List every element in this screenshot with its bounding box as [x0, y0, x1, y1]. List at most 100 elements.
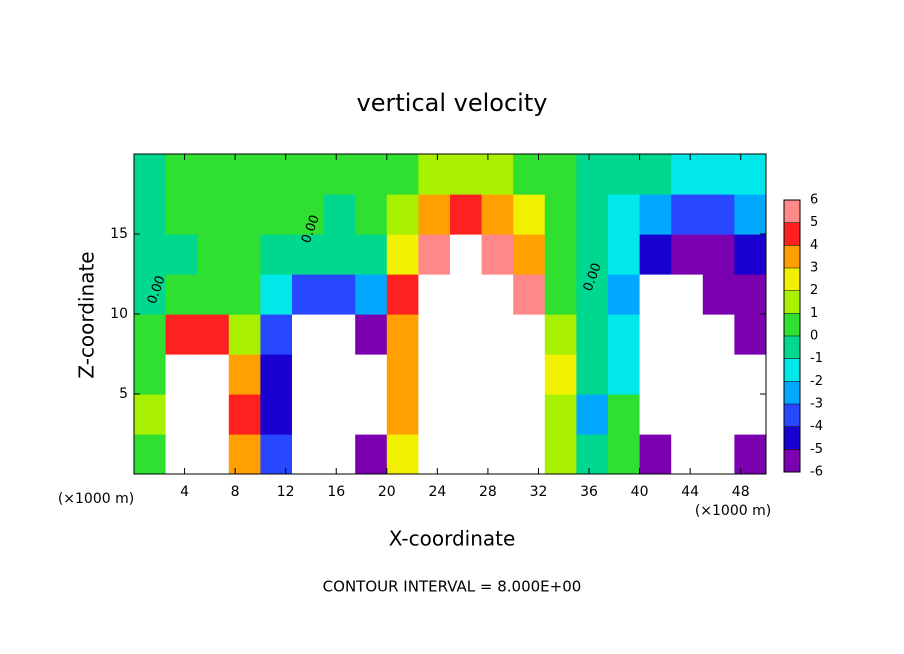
heat-cell [481, 234, 514, 275]
heat-cell [734, 354, 766, 395]
heat-cell [544, 154, 577, 195]
heat-cell [576, 234, 609, 275]
heat-cell [260, 434, 293, 474]
colorbar-label: -4 [810, 419, 823, 434]
heat-cell [134, 194, 167, 235]
heat-cell [576, 434, 609, 474]
heat-cell [197, 314, 230, 355]
heat-cell [608, 274, 641, 315]
heat-cell [386, 194, 419, 235]
x-tick-label: 44 [681, 484, 699, 500]
heat-cell [418, 194, 451, 235]
heat-cell [260, 274, 293, 315]
heat-cell [418, 394, 451, 435]
heat-cell [639, 154, 672, 195]
heat-cell [513, 154, 546, 195]
heat-cell [702, 274, 735, 315]
heat-cell [292, 314, 325, 355]
heat-cell [165, 154, 198, 195]
heat-cell [513, 194, 546, 235]
heat-cell [355, 314, 388, 355]
heat-cell [513, 314, 546, 355]
colorbar-swatch [784, 222, 800, 246]
heat-cell [481, 194, 514, 235]
colorbar-label: 2 [810, 283, 818, 298]
heat-cell [734, 274, 766, 315]
heat-cell [418, 274, 451, 315]
heat-cell [228, 154, 261, 195]
heat-cell [418, 354, 451, 395]
x-tick-label: 32 [530, 484, 548, 500]
heat-cell [165, 354, 198, 395]
heat-cell [197, 354, 230, 395]
heat-cell [134, 434, 167, 474]
heat-cell [639, 394, 672, 435]
heat-cell [734, 394, 766, 435]
heat-cell [260, 194, 293, 235]
x-tick-label: 8 [231, 484, 240, 500]
colorbar-swatch [784, 290, 800, 314]
heat-cell [260, 234, 293, 275]
heat-cell [481, 434, 514, 474]
colorbar-label: 4 [810, 238, 818, 253]
colorbar-swatch [784, 268, 800, 291]
heat-cell [386, 154, 419, 195]
heat-cell [608, 194, 641, 235]
x-tick-label: 4 [180, 484, 189, 500]
y-tick-label: 10 [110, 306, 128, 322]
heat-cell [418, 434, 451, 474]
heat-cell [323, 314, 356, 355]
heat-cell [576, 274, 609, 315]
heat-cell [450, 234, 483, 275]
colorbar-label: 6 [810, 193, 818, 208]
heat-cell [386, 274, 419, 315]
heat-cell [134, 314, 167, 355]
colorbar-label: 1 [810, 306, 818, 321]
heat-cell [355, 234, 388, 275]
heat-cell [576, 394, 609, 435]
heat-cell [608, 234, 641, 275]
heat-cell [608, 154, 641, 195]
colorbar-swatch [784, 200, 800, 223]
heat-cell [639, 434, 672, 474]
x-unit-label: (×1000 m) [695, 503, 771, 519]
heat-cell [418, 234, 451, 275]
heat-cell [671, 394, 704, 435]
heatmap [134, 154, 766, 474]
colorbar-swatch [784, 449, 800, 472]
heat-cell [197, 194, 230, 235]
chart-title: vertical velocity [357, 89, 548, 117]
heat-cell [481, 154, 514, 195]
colorbar-swatch [784, 245, 800, 268]
heat-cell [702, 394, 735, 435]
heat-cell [165, 274, 198, 315]
colorbar-label: -6 [810, 465, 823, 480]
heat-cell [292, 434, 325, 474]
heat-cell [544, 234, 577, 275]
heat-cell [355, 394, 388, 435]
colorbar-swatch [784, 313, 800, 336]
heat-cell [228, 394, 261, 435]
colorbar-label: -1 [810, 351, 823, 366]
heat-cell [228, 194, 261, 235]
heat-cell [228, 234, 261, 275]
heat-cell [197, 394, 230, 435]
heat-cell [134, 274, 167, 315]
heat-cell [197, 274, 230, 315]
heat-cell [165, 234, 198, 275]
heat-cell [292, 274, 325, 315]
heat-cell [544, 434, 577, 474]
heat-cell [671, 314, 704, 355]
y-axis-label: Z-coordinate [75, 251, 99, 378]
heat-cell [702, 154, 735, 195]
heat-cell [386, 434, 419, 474]
heat-cell [450, 394, 483, 435]
heat-cell [165, 394, 198, 435]
heat-cell [260, 314, 293, 355]
heat-cell [544, 394, 577, 435]
colorbar-label: -2 [810, 374, 823, 389]
heat-cell [734, 314, 766, 355]
heat-cell [608, 354, 641, 395]
heat-cell [702, 194, 735, 235]
